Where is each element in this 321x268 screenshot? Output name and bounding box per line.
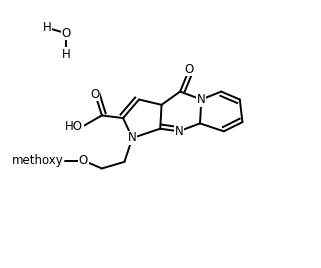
Text: N: N	[128, 132, 137, 144]
Text: O: O	[91, 88, 100, 101]
Text: H: H	[43, 21, 52, 34]
Text: methoxy: methoxy	[12, 154, 64, 167]
Text: H: H	[62, 48, 70, 61]
Text: O: O	[185, 62, 194, 76]
Text: O: O	[61, 27, 71, 40]
Text: N: N	[174, 125, 183, 138]
Text: N: N	[197, 93, 206, 106]
Text: O: O	[79, 154, 88, 167]
Text: HO: HO	[65, 120, 83, 133]
